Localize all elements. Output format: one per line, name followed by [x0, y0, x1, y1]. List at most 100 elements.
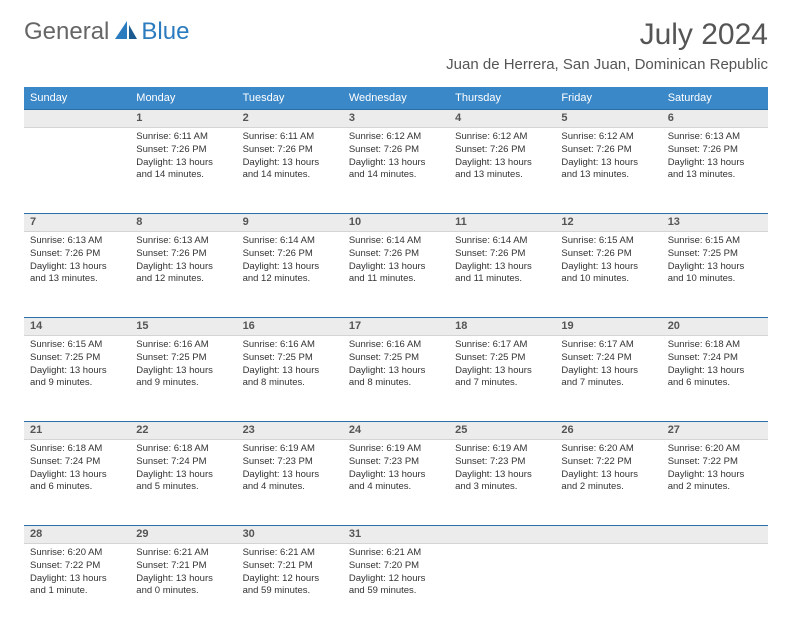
daynum-cell: 30	[237, 526, 343, 544]
sunset-text: Sunset: 7:26 PM	[243, 144, 337, 157]
sunset-text: Sunset: 7:26 PM	[349, 144, 443, 157]
day-cell: Sunrise: 6:18 AMSunset: 7:24 PMDaylight:…	[24, 440, 130, 526]
daylight-text: Daylight: 13 hours	[243, 365, 337, 378]
daynum-row: 78910111213	[24, 214, 768, 232]
day-content: Sunrise: 6:20 AMSunset: 7:22 PMDaylight:…	[662, 440, 768, 498]
weekday-header: Saturday	[662, 87, 768, 110]
daylight-text: and 59 minutes.	[243, 585, 337, 598]
daynum-cell: 19	[555, 318, 661, 336]
day-cell: Sunrise: 6:12 AMSunset: 7:26 PMDaylight:…	[343, 128, 449, 214]
day-cell: Sunrise: 6:17 AMSunset: 7:24 PMDaylight:…	[555, 336, 661, 422]
sunset-text: Sunset: 7:23 PM	[349, 456, 443, 469]
daylight-text: Daylight: 13 hours	[243, 469, 337, 482]
sunset-text: Sunset: 7:26 PM	[668, 144, 762, 157]
sunset-text: Sunset: 7:25 PM	[349, 352, 443, 365]
sunrise-text: Sunrise: 6:18 AM	[668, 339, 762, 352]
daylight-text: and 14 minutes.	[136, 169, 230, 182]
daylight-text: Daylight: 13 hours	[349, 365, 443, 378]
sunrise-text: Sunrise: 6:16 AM	[136, 339, 230, 352]
sunrise-text: Sunrise: 6:21 AM	[243, 547, 337, 560]
calendar-body: 123456Sunrise: 6:11 AMSunset: 7:26 PMDay…	[24, 110, 768, 630]
daylight-text: and 13 minutes.	[455, 169, 549, 182]
daylight-text: and 6 minutes.	[668, 377, 762, 390]
sunrise-text: Sunrise: 6:20 AM	[561, 443, 655, 456]
day-content: Sunrise: 6:13 AMSunset: 7:26 PMDaylight:…	[130, 232, 236, 290]
daylight-text: and 4 minutes.	[243, 481, 337, 494]
sunset-text: Sunset: 7:26 PM	[136, 248, 230, 261]
day-content: Sunrise: 6:13 AMSunset: 7:26 PMDaylight:…	[24, 232, 130, 290]
day-cell	[24, 128, 130, 214]
day-cell: Sunrise: 6:12 AMSunset: 7:26 PMDaylight:…	[449, 128, 555, 214]
sunset-text: Sunset: 7:26 PM	[561, 248, 655, 261]
weekday-header-row: Sunday Monday Tuesday Wednesday Thursday…	[24, 87, 768, 110]
daylight-text: Daylight: 13 hours	[30, 469, 124, 482]
day-cell: Sunrise: 6:16 AMSunset: 7:25 PMDaylight:…	[130, 336, 236, 422]
day-content: Sunrise: 6:15 AMSunset: 7:26 PMDaylight:…	[555, 232, 661, 290]
sunrise-text: Sunrise: 6:18 AM	[136, 443, 230, 456]
daylight-text: and 11 minutes.	[455, 273, 549, 286]
day-content: Sunrise: 6:19 AMSunset: 7:23 PMDaylight:…	[237, 440, 343, 498]
daylight-text: and 8 minutes.	[243, 377, 337, 390]
day-cell: Sunrise: 6:13 AMSunset: 7:26 PMDaylight:…	[662, 128, 768, 214]
day-cell: Sunrise: 6:19 AMSunset: 7:23 PMDaylight:…	[237, 440, 343, 526]
page-header: General Blue July 2024 Juan de Herrera, …	[0, 0, 792, 79]
daylight-text: Daylight: 13 hours	[668, 469, 762, 482]
day-cell: Sunrise: 6:19 AMSunset: 7:23 PMDaylight:…	[449, 440, 555, 526]
day-cell: Sunrise: 6:20 AMSunset: 7:22 PMDaylight:…	[24, 544, 130, 630]
day-content: Sunrise: 6:13 AMSunset: 7:26 PMDaylight:…	[662, 128, 768, 186]
day-number: 22	[130, 422, 236, 438]
daynum-cell: 13	[662, 214, 768, 232]
daynum-cell: 25	[449, 422, 555, 440]
sunrise-text: Sunrise: 6:19 AM	[455, 443, 549, 456]
weekday-header: Thursday	[449, 87, 555, 110]
day-number: 6	[662, 110, 768, 126]
sunset-text: Sunset: 7:21 PM	[243, 560, 337, 573]
sunrise-text: Sunrise: 6:16 AM	[243, 339, 337, 352]
sunrise-text: Sunrise: 6:15 AM	[561, 235, 655, 248]
day-content: Sunrise: 6:12 AMSunset: 7:26 PMDaylight:…	[449, 128, 555, 186]
daylight-text: Daylight: 13 hours	[136, 157, 230, 170]
day-content: Sunrise: 6:11 AMSunset: 7:26 PMDaylight:…	[237, 128, 343, 186]
daylight-text: Daylight: 13 hours	[136, 261, 230, 274]
day-content: Sunrise: 6:21 AMSunset: 7:21 PMDaylight:…	[130, 544, 236, 602]
sunrise-text: Sunrise: 6:18 AM	[30, 443, 124, 456]
daylight-text: and 11 minutes.	[349, 273, 443, 286]
day-content: Sunrise: 6:21 AMSunset: 7:21 PMDaylight:…	[237, 544, 343, 602]
day-content: Sunrise: 6:15 AMSunset: 7:25 PMDaylight:…	[24, 336, 130, 394]
day-content: Sunrise: 6:18 AMSunset: 7:24 PMDaylight:…	[662, 336, 768, 394]
week-row: Sunrise: 6:15 AMSunset: 7:25 PMDaylight:…	[24, 336, 768, 422]
day-content: Sunrise: 6:18 AMSunset: 7:24 PMDaylight:…	[130, 440, 236, 498]
day-number: 31	[343, 526, 449, 542]
day-number: 10	[343, 214, 449, 230]
sunrise-text: Sunrise: 6:17 AM	[455, 339, 549, 352]
day-cell: Sunrise: 6:15 AMSunset: 7:25 PMDaylight:…	[662, 232, 768, 318]
week-row: Sunrise: 6:13 AMSunset: 7:26 PMDaylight:…	[24, 232, 768, 318]
weekday-header: Wednesday	[343, 87, 449, 110]
daynum-cell: 27	[662, 422, 768, 440]
day-cell: Sunrise: 6:14 AMSunset: 7:26 PMDaylight:…	[449, 232, 555, 318]
daylight-text: and 7 minutes.	[561, 377, 655, 390]
day-cell: Sunrise: 6:13 AMSunset: 7:26 PMDaylight:…	[24, 232, 130, 318]
sunset-text: Sunset: 7:25 PM	[243, 352, 337, 365]
day-cell: Sunrise: 6:15 AMSunset: 7:26 PMDaylight:…	[555, 232, 661, 318]
daynum-row: 14151617181920	[24, 318, 768, 336]
day-number: 1	[130, 110, 236, 126]
daylight-text: Daylight: 13 hours	[668, 261, 762, 274]
day-cell: Sunrise: 6:11 AMSunset: 7:26 PMDaylight:…	[130, 128, 236, 214]
daynum-row: 28293031	[24, 526, 768, 544]
sunrise-text: Sunrise: 6:13 AM	[136, 235, 230, 248]
sunset-text: Sunset: 7:26 PM	[561, 144, 655, 157]
day-cell	[662, 544, 768, 630]
day-cell: Sunrise: 6:14 AMSunset: 7:26 PMDaylight:…	[237, 232, 343, 318]
daylight-text: Daylight: 13 hours	[561, 157, 655, 170]
day-number: 25	[449, 422, 555, 438]
day-content: Sunrise: 6:17 AMSunset: 7:24 PMDaylight:…	[555, 336, 661, 394]
sunrise-text: Sunrise: 6:11 AM	[243, 131, 337, 144]
daylight-text: and 5 minutes.	[136, 481, 230, 494]
daynum-cell: 10	[343, 214, 449, 232]
day-content: Sunrise: 6:17 AMSunset: 7:25 PMDaylight:…	[449, 336, 555, 394]
sunrise-text: Sunrise: 6:20 AM	[668, 443, 762, 456]
sunrise-text: Sunrise: 6:19 AM	[243, 443, 337, 456]
day-number: 16	[237, 318, 343, 334]
day-cell: Sunrise: 6:20 AMSunset: 7:22 PMDaylight:…	[555, 440, 661, 526]
